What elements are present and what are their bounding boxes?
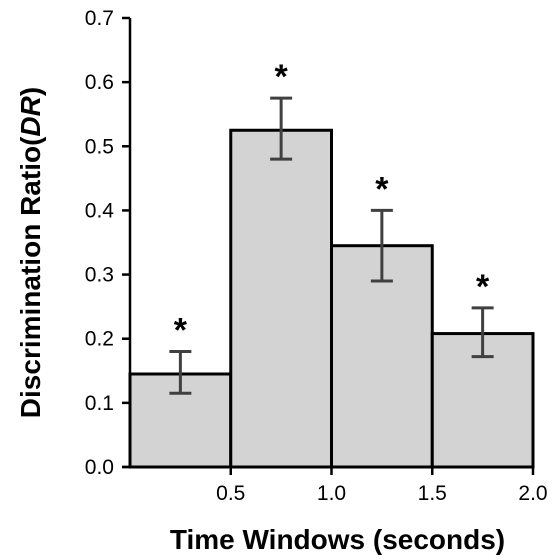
y-axis-title-close: ) bbox=[15, 87, 46, 96]
bar-2 bbox=[229, 128, 333, 469]
significance-star-1: * bbox=[174, 312, 188, 350]
y-tick-label: 0.3 bbox=[85, 264, 114, 287]
y-axis-title: Discrimination Ratio(DR) bbox=[15, 87, 46, 418]
y-tick-label: 0.4 bbox=[85, 199, 115, 222]
x-tick-label: 2.0 bbox=[518, 482, 547, 505]
error-bars-layer bbox=[169, 96, 494, 395]
y-tick-label: 0.5 bbox=[85, 135, 114, 158]
y-tick-label: 0.0 bbox=[85, 456, 114, 479]
y-tick-label: 0.2 bbox=[85, 328, 114, 351]
bar-3 bbox=[330, 244, 434, 469]
x-tick-label: 0.5 bbox=[216, 482, 245, 505]
y-axis-title-italic: DR bbox=[15, 95, 46, 136]
bars-layer bbox=[128, 128, 535, 469]
x-axis-title: Time Windows (seconds) bbox=[170, 524, 505, 555]
y-tick-label: 0.1 bbox=[85, 392, 114, 415]
significance-star-4: * bbox=[476, 268, 490, 306]
y-tick-label: 0.7 bbox=[85, 7, 114, 30]
x-tick-label: 1.5 bbox=[418, 482, 447, 505]
x-tick-label: 1.0 bbox=[317, 482, 346, 505]
x-axis-ticks: 0.5 1.0 1.5 2.0 bbox=[216, 467, 548, 505]
y-tick-label: 0.6 bbox=[85, 71, 114, 94]
significance-annotations: * * * * bbox=[174, 58, 490, 349]
significance-star-2: * bbox=[275, 58, 289, 96]
significance-star-3: * bbox=[375, 170, 389, 208]
y-axis-ticks: 0.0 0.1 0.2 0.3 0.4 0.5 0.6 0.7 bbox=[85, 7, 130, 479]
y-axis-title-main: Discrimination Ratio( bbox=[15, 136, 46, 418]
